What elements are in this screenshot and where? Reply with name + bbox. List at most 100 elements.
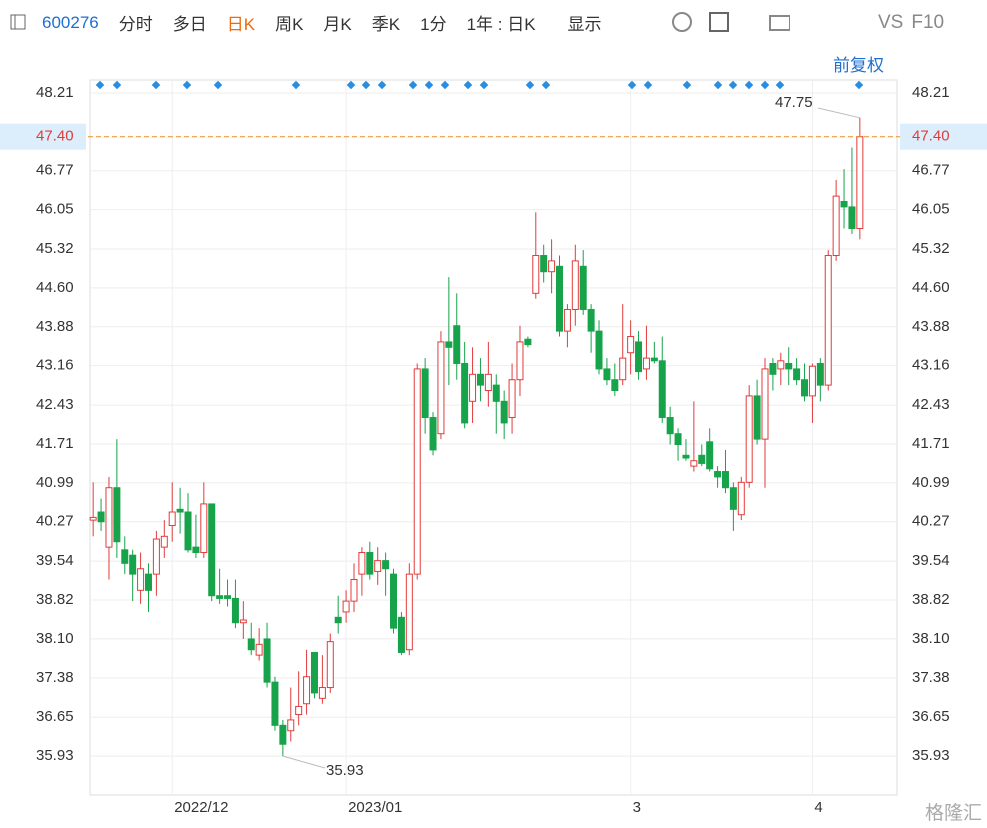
candle-body [358,552,366,575]
candle-body [611,379,619,392]
candle-body [469,373,477,402]
candle-body [848,206,856,230]
candle-body [753,395,761,440]
candle-body [793,368,801,381]
y-tick-label: 40.99 [36,474,74,491]
y-tick-label: 35.93 [36,747,74,764]
candle-body [374,560,382,572]
y-tick-label: 42.43 [36,396,74,413]
y-tick-label: 38.82 [36,591,74,608]
candle-body [144,573,152,591]
candle-body [801,379,809,397]
y-tick-label: 37.38 [36,669,74,686]
event-marker [424,80,434,90]
candle-body [642,357,650,370]
candle-body [255,643,263,656]
y-tick-label-right: 38.82 [912,591,950,608]
y-tick-label: 41.71 [36,435,74,452]
x-tick-label: 4 [814,799,822,816]
candle-body [769,363,777,375]
candle-body [524,338,532,346]
event-marker [361,80,371,90]
event-marker [713,80,723,90]
candle-body [658,360,666,419]
event-marker [408,80,418,90]
candle-body [682,454,690,459]
candle-body [113,487,121,543]
candle-body [785,363,793,370]
period-tab[interactable]: 分时 [118,15,153,34]
y-tick-label-right: 45.32 [912,240,950,257]
note-line [282,755,326,769]
candle-body [635,341,643,373]
candle-body [500,400,508,424]
price-label-right: 47.40 [912,128,950,145]
price-box [0,123,86,150]
event-marker [728,80,738,90]
y-tick-label: 38.10 [36,630,74,647]
y-tick-label-right: 37.38 [912,669,950,686]
period-tabs: 分时 多日 日K 周K 月K 季K 1分 1年 : 日K 显示 [119,10,622,35]
x-tick-label: 2022/12 [174,799,228,816]
candle-body [627,336,635,354]
event-marker [775,80,785,90]
event-marker [213,80,223,90]
candle-body [437,341,445,435]
adjust-mode[interactable]: 前复权 [833,56,884,75]
period-tab[interactable]: 1年 : 日K [466,15,536,34]
candle-body [824,255,832,386]
candle-body [413,368,421,575]
event-marker [525,80,535,90]
candle-body [453,325,461,365]
candle-body [121,549,129,564]
candle-body [303,676,311,705]
y-tick-label-right: 44.60 [912,279,950,296]
y-tick-label-right: 43.88 [912,318,950,335]
tool-link[interactable]: F10 [911,11,945,33]
candle-body [310,651,318,694]
y-tick-label-right: 41.71 [912,435,950,452]
candle-body [129,554,137,575]
candle-body [516,341,524,381]
period-tab[interactable]: 季K [371,15,401,34]
period-tab[interactable]: 多日 [172,15,207,34]
toolbar-icons [672,12,790,32]
candle-body [579,265,587,311]
period-tab[interactable]: 日K [226,15,256,34]
event-marker [95,80,105,90]
plot-frame [89,79,898,796]
period-tab[interactable]: 月K [323,15,352,34]
y-tick-label-right: 39.54 [912,552,950,569]
y-tick-label: 40.27 [36,513,74,530]
period-tab[interactable]: 周K [275,15,304,34]
candle-body [508,379,516,419]
candle-body [587,309,595,332]
ticker[interactable]: 600276 [42,12,99,32]
tool-link[interactable]: VS [878,11,904,33]
candle-body [192,546,200,554]
candle-body [737,481,745,516]
event-marker [112,80,122,90]
candle-body [397,616,405,653]
y-tick-label-right: 38.10 [912,630,950,647]
candle-body [421,368,429,419]
note-line [817,107,860,119]
candle-body [832,195,840,257]
period-tab[interactable]: 显示 [567,15,602,34]
event-marker [682,80,692,90]
candle-body [271,681,279,726]
event-marker [440,80,450,90]
panel-icon[interactable] [10,14,26,30]
candle-body [650,357,658,362]
candle-body [326,641,334,689]
watermark: 格隆汇 [925,803,983,824]
event-marker [854,80,864,90]
candle-body [532,255,540,294]
period-tab[interactable]: 1分 [420,15,447,34]
candle-body [706,441,714,470]
event-marker [744,80,754,90]
toolbar: 600276 分时 多日 日K 周K 月K 季K 1分 1年 : 日K 显示 VS F10 [0,0,987,45]
y-tick-label: 39.54 [36,552,74,569]
